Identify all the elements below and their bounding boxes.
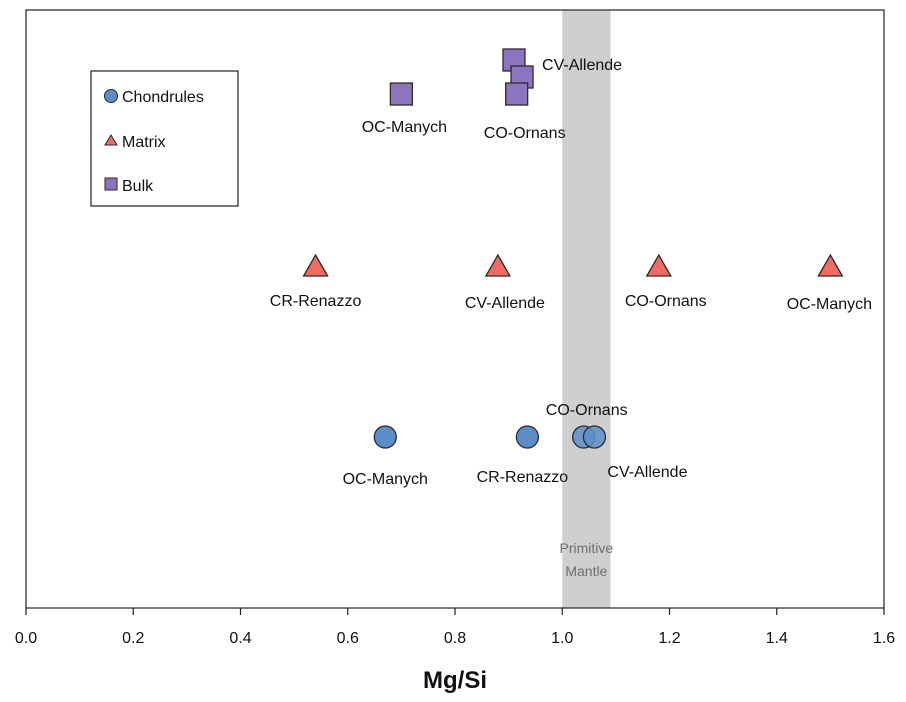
point-label: CR-Renazzo [270, 293, 362, 310]
point-label: OC-Manych [787, 296, 872, 313]
legend-label-bulk: Bulk [122, 178, 154, 195]
legend-square-icon [104, 177, 118, 191]
x-tick-label: 0.2 [122, 630, 144, 647]
legend-label-chondrules: Chondrules [122, 89, 204, 106]
x-tick-label: 0.0 [15, 630, 37, 647]
point-label: CV-Allende [465, 295, 545, 312]
x-tick-label: 1.4 [766, 630, 788, 647]
point-label: CO-Ornans [625, 293, 707, 310]
bulk-point [389, 82, 414, 106]
x-tick-label: 1.2 [658, 630, 680, 647]
point-label: CV-Allende [607, 464, 687, 481]
bulk-point [505, 82, 529, 106]
x-tick-label: 0.4 [229, 630, 251, 647]
point-label: CR-Renazzo [477, 469, 569, 486]
point-labels: CR-Renazzo CV-Allende CO-Ornans OC-Manych OC… [270, 0, 872, 488]
x-axis-title: Mg/Si [423, 667, 487, 694]
chondrule-point [373, 425, 397, 449]
legend-circle-icon [104, 89, 118, 103]
data-markers [302, 48, 844, 449]
point-label: CO-Ornans [484, 125, 566, 142]
point-label: CV-Allende [542, 57, 622, 74]
band-layer: Primitive Mantle [560, 10, 614, 608]
point-label: OC-Manych [343, 471, 428, 488]
x-axis: 0.0 0.2 0.4 0.6 0.8 1.0 1.2 1.4 1.6 [15, 608, 895, 647]
x-tick-label: 0.8 [444, 630, 466, 647]
legend: Chondrules Matrix Bulk [90, 70, 239, 207]
matrix-point [302, 253, 329, 277]
x-tick-label: 0.6 [337, 630, 359, 647]
primitive-mantle-band [562, 10, 611, 608]
chondrule-point [582, 425, 607, 449]
x-tick-label: 1.6 [873, 630, 895, 647]
band-label-line2: Mantle [565, 563, 607, 579]
matrix-point [484, 253, 512, 277]
x-tick-label: 1.0 [551, 630, 573, 647]
band-label-line1: Primitive [560, 540, 614, 556]
point-label: CR-Renazzo [460, 0, 552, 3]
matrix-point [817, 253, 844, 277]
point-label: OC-Manych [362, 119, 447, 136]
matrix-point [645, 253, 672, 277]
legend-label-matrix: Matrix [122, 134, 166, 151]
legend-triangle-icon [104, 134, 118, 146]
chondrule-point [515, 425, 540, 449]
point-label: CO-Ornans [546, 402, 628, 419]
